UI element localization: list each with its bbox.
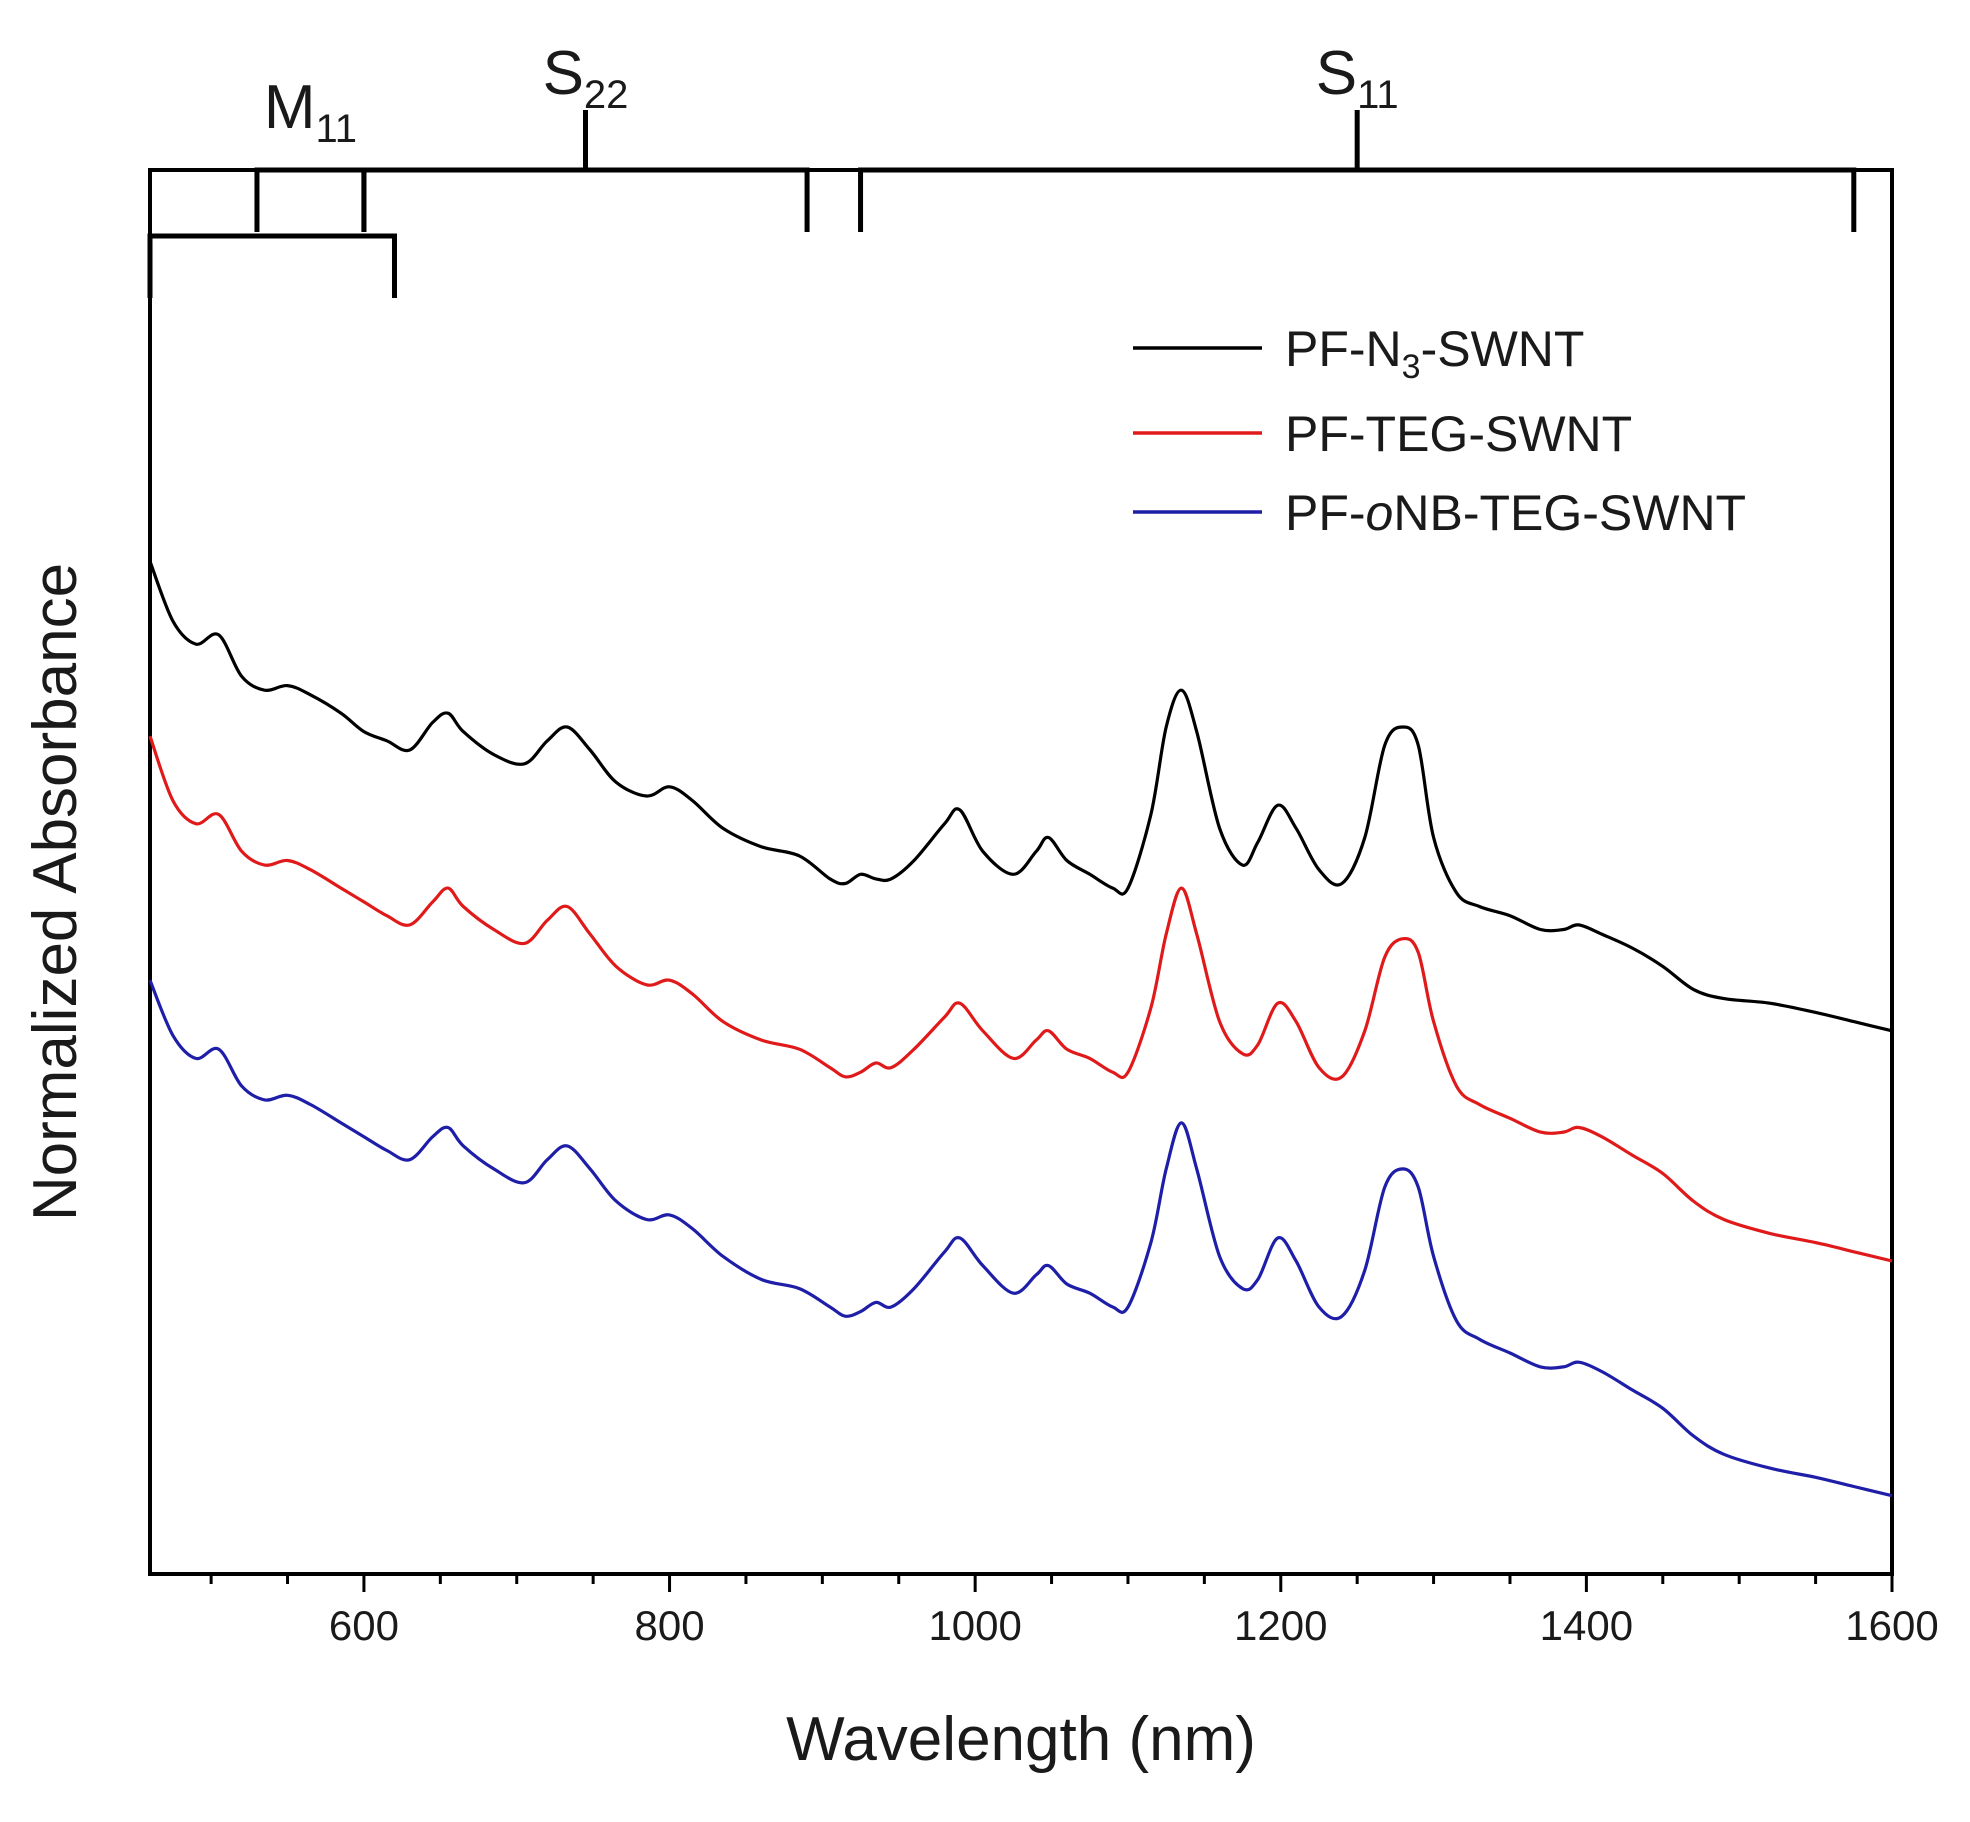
band-bracket <box>858 167 1857 232</box>
x-tick-label: 800 <box>635 1602 705 1649</box>
band-bracket <box>361 167 810 232</box>
band-label-main: S <box>1316 39 1357 108</box>
legend-label-part: -SWNT <box>1421 321 1585 377</box>
x-tick-label: 1600 <box>1845 1602 1938 1649</box>
band-label: S22 <box>543 39 629 117</box>
y-axis-title: Normalized Absorbance <box>21 563 90 1221</box>
band-bracket <box>147 233 397 298</box>
series-line-2 <box>148 979 1893 1498</box>
legend-label-2: PF-oNB-TEG-SWNT <box>1285 485 1746 541</box>
band-label-main: S <box>543 39 584 108</box>
series-line-0 <box>148 560 1893 1033</box>
band-label-sub: 22 <box>584 73 629 117</box>
legend-label-part: PF-N <box>1285 321 1402 377</box>
legend-label-part: PF- <box>1285 485 1366 541</box>
series-line-1 <box>148 735 1893 1263</box>
legend: PF-N3-SWNT PF-TEG-SWNT PF-oNB-TEG-SWNT <box>1133 321 1746 541</box>
band-label-sub: 11 <box>1357 73 1399 117</box>
spectra-curves <box>148 560 1893 1498</box>
x-axis-title: Wavelength (nm) <box>786 1705 1256 1774</box>
x-axis-ticks: 600 800 1000 1200 1400 1600 <box>209 1574 1939 1649</box>
legend-label-part: PF-TEG-SWNT <box>1285 406 1632 462</box>
legend-label-1: PF-TEG-SWNT <box>1285 406 1632 462</box>
legend-label-part: NB-TEG-SWNT <box>1393 485 1746 541</box>
band-label: S11 <box>1316 39 1399 117</box>
x-tick-label: 1000 <box>928 1602 1021 1649</box>
legend-label-part: o <box>1366 485 1394 541</box>
band-label: M11 <box>264 73 357 151</box>
band-label-main: M <box>264 73 316 142</box>
legend-label-0: PF-N3-SWNT <box>1285 321 1584 386</box>
legend-label-part: 3 <box>1402 348 1421 386</box>
x-tick-label: 1400 <box>1540 1602 1633 1649</box>
band-bracket <box>254 167 367 232</box>
x-tick-label: 1200 <box>1234 1602 1327 1649</box>
band-label-sub: 11 <box>316 107 358 151</box>
x-tick-label: 600 <box>329 1602 399 1649</box>
